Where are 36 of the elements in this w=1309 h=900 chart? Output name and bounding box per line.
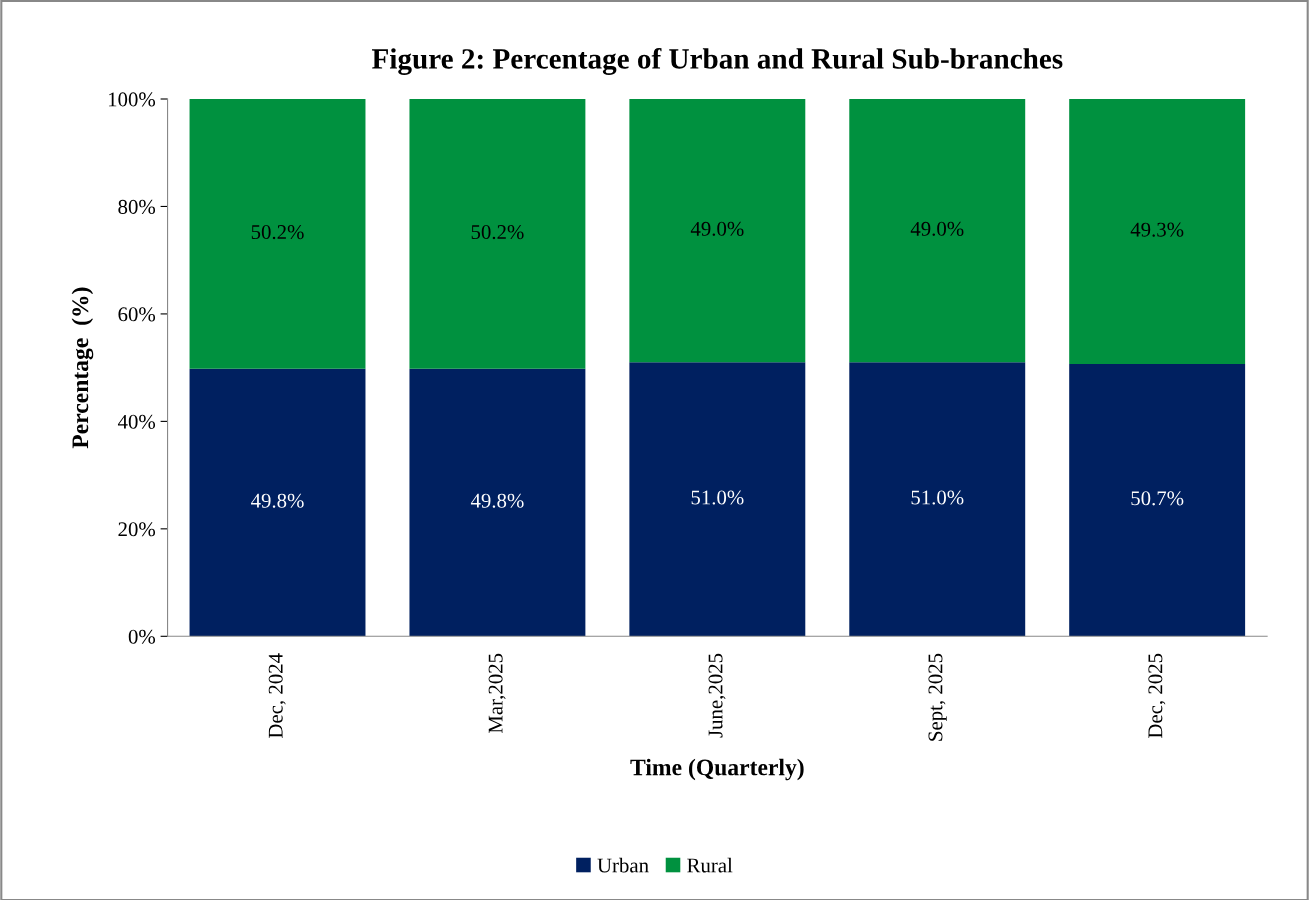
bar (1069, 363, 1246, 637)
x-tick-label: June,2025 (708, 653, 726, 738)
x-tick-label: Mar,2025 (488, 653, 506, 734)
data-label: 51.0% (911, 490, 964, 505)
bar (629, 99, 806, 363)
data-label: 49.8% (470, 493, 524, 508)
data-label: 49.8% (251, 493, 304, 508)
data-label: 49.3% (1130, 222, 1184, 237)
bar (189, 99, 366, 369)
x-tick-label: Sept, 2025 (928, 653, 947, 741)
y-tick-label: 100% (108, 92, 156, 107)
bar (189, 368, 366, 637)
x-tick-label: Dec, 2024 (268, 653, 286, 738)
legend-label: Rural (687, 857, 733, 873)
data-label: 51.0% (691, 490, 744, 505)
data-label: 50.7% (1131, 491, 1184, 506)
data-label: 50.2% (251, 225, 304, 240)
y-tick-label: 80% (118, 199, 156, 214)
bar (409, 99, 586, 369)
data-label: 50.2% (471, 225, 524, 240)
y-axis-title: Percentage (%) (71, 287, 94, 449)
data-label: 49.0% (690, 221, 744, 236)
legend-label: Urban (597, 857, 649, 873)
bar (849, 99, 1026, 363)
bar (629, 362, 806, 637)
x-tick-label: Dec, 2025 (1148, 653, 1166, 738)
chart-title: Figure 2: Percentage of Urban and Rural Sub-branches (372, 47, 1063, 75)
y-tick-label: 20% (118, 522, 156, 537)
x-axis-title: Time (Quarterly) (630, 758, 804, 781)
bar (1069, 99, 1246, 364)
data-label: 49.0% (910, 221, 964, 236)
bar (849, 362, 1026, 637)
y-tick-label: 40% (117, 414, 156, 429)
y-tick-label: 0% (128, 629, 156, 644)
y-tick-label: 60% (118, 307, 156, 322)
bar (409, 368, 586, 637)
